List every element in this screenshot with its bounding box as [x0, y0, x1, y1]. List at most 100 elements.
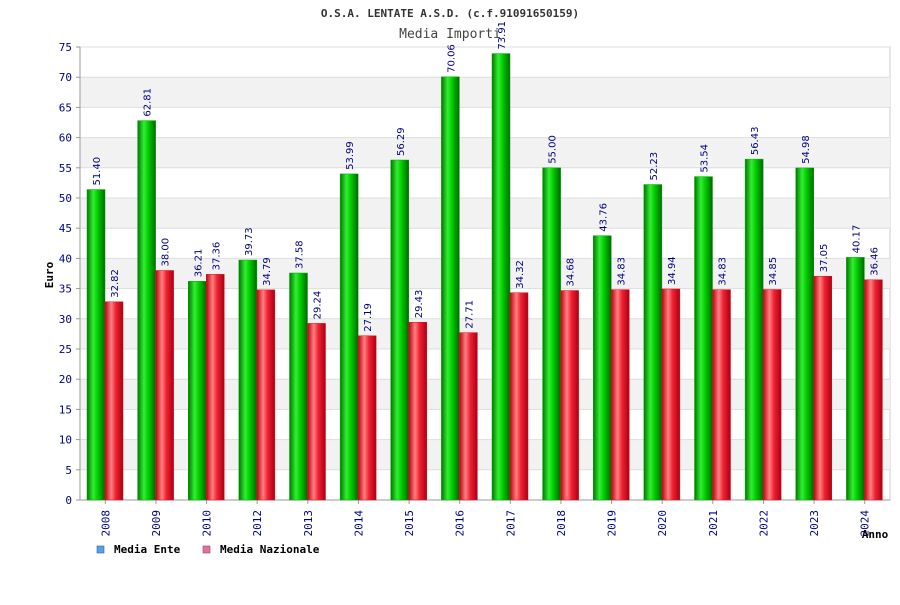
x-tick-label: 2019: [606, 510, 619, 537]
value-label-media-nazionale-2014: 27.19: [363, 303, 374, 332]
bar-media-ente-2010: [188, 281, 207, 501]
value-label-media-ente-2008: 51.40: [92, 157, 103, 186]
bar-media-nazionale-2018: [560, 290, 579, 501]
value-label-media-nazionale-2015: 29.43: [414, 290, 425, 319]
value-label-media-nazionale-2020: 34.94: [667, 256, 678, 285]
y-tick-label: 45: [59, 222, 72, 235]
value-label-media-nazionale-2009: 38.00: [161, 238, 172, 267]
bar-media-nazionale-2010: [206, 274, 225, 501]
y-axis-label: Euro: [43, 261, 56, 288]
value-label-media-ente-2013: 37.58: [295, 240, 306, 269]
bar-media-ente-2015: [390, 159, 409, 501]
bar-media-nazionale-2012: [256, 289, 276, 501]
y-tick-label: 0: [65, 494, 72, 507]
x-tick-label: 2012: [251, 510, 264, 537]
y-tick-label: 10: [59, 434, 72, 447]
chart-title: O.S.A. LENTATE A.S.D. (c.f.91091650159): [321, 7, 579, 20]
bar-media-nazionale-2013: [307, 323, 326, 501]
value-label-media-nazionale-2022: 34.85: [768, 257, 779, 286]
bar-media-nazionale-2015: [408, 321, 427, 501]
value-label-media-nazionale-2024: 36.46: [869, 247, 880, 276]
value-label-media-ente-2015: 56.29: [396, 127, 407, 156]
bar-media-nazionale-2020: [661, 288, 681, 501]
x-tick-label: 2013: [302, 510, 315, 537]
value-label-media-nazionale-2019: 34.83: [616, 257, 627, 286]
y-tick-label: 35: [59, 283, 72, 296]
grid-band: [80, 77, 890, 108]
x-axis-label: Anno: [862, 528, 889, 541]
legend-label-media-nazionale: Media Nazionale: [220, 543, 320, 556]
x-tick-label: 2014: [352, 510, 365, 537]
x-tick-label: 2023: [808, 510, 821, 537]
x-tick-label: 2010: [201, 510, 214, 537]
value-label-media-ente-2016: 70.06: [446, 44, 457, 73]
value-label-media-nazionale-2017: 34.32: [515, 260, 526, 289]
x-tick-label: 2015: [403, 510, 416, 537]
x-tick-label: 2024: [859, 510, 872, 537]
chart-subtitle: Media Importi: [399, 27, 501, 42]
bar-media-ente-2018: [542, 167, 561, 501]
value-label-media-ente-2017: 73.91: [497, 21, 508, 50]
y-tick-label: 50: [59, 192, 72, 205]
value-label-media-nazionale-2008: 32.82: [110, 269, 121, 298]
x-tick-label: 2018: [555, 510, 568, 537]
bar-media-ente-2013: [289, 272, 308, 501]
value-label-media-ente-2021: 53.54: [700, 144, 711, 173]
y-tick-label: 20: [59, 373, 72, 386]
bar-media-ente-2023: [795, 167, 814, 501]
y-tick-label: 30: [59, 313, 72, 326]
value-label-media-ente-2022: 56.43: [750, 127, 761, 156]
grid-band: [80, 137, 890, 168]
value-label-media-ente-2019: 43.76: [598, 203, 609, 232]
bar-media-nazionale-2021: [712, 289, 731, 501]
value-label-media-ente-2012: 39.73: [244, 227, 255, 256]
value-label-media-nazionale-2013: 29.24: [313, 291, 324, 320]
x-tick-label: 2021: [707, 510, 720, 537]
bar-media-nazionale-2008: [104, 301, 124, 501]
value-label-media-ente-2023: 54.98: [801, 135, 812, 164]
value-label-media-ente-2018: 55.00: [548, 135, 559, 164]
bar-media-ente-2020: [643, 184, 663, 501]
bar-media-nazionale-2009: [155, 270, 174, 501]
y-tick-label: 75: [59, 41, 72, 54]
value-label-media-ente-2024: 40.17: [851, 225, 862, 254]
bar-media-ente-2021: [694, 176, 713, 501]
value-label-media-ente-2009: 62.81: [143, 88, 154, 117]
bar-media-ente-2022: [744, 158, 764, 501]
legend: Media Ente Media Nazionale: [96, 543, 320, 556]
y-tick-label: 15: [59, 403, 72, 416]
bar-media-ente-2009: [137, 120, 156, 501]
y-tick-label: 60: [59, 132, 72, 145]
bar-media-ente-2017: [491, 53, 511, 501]
legend-swatch-media-ente: [96, 545, 105, 554]
bar-media-nazionale-2014: [357, 335, 377, 501]
bar-media-nazionale-2016: [459, 332, 478, 501]
legend-swatch-media-nazionale: [202, 545, 211, 554]
y-tick-label: 40: [59, 252, 72, 265]
x-tick-label: 2016: [454, 510, 467, 537]
x-tick-label: 2020: [656, 510, 669, 537]
bar-media-ente-2019: [593, 235, 612, 501]
bar-media-nazionale-2022: [762, 289, 782, 501]
x-tick-label: 2009: [150, 510, 163, 537]
bar-media-ente-2012: [238, 259, 258, 501]
y-tick-label: 55: [59, 162, 72, 175]
y-tick-label: 5: [65, 464, 72, 477]
x-tick-label: 2017: [504, 510, 517, 537]
y-tick-label: 70: [59, 71, 72, 84]
x-tick-label: 2022: [757, 510, 770, 537]
value-label-media-nazionale-2012: 34.79: [262, 257, 273, 286]
bar-media-ente-2016: [441, 76, 460, 501]
value-label-media-nazionale-2016: 27.71: [464, 300, 475, 329]
bar-media-ente-2008: [86, 189, 106, 501]
y-tick-label: 65: [59, 101, 72, 114]
y-tick-label: 25: [59, 343, 72, 356]
bar-media-ente-2024: [846, 257, 865, 501]
value-label-media-nazionale-2021: 34.83: [718, 257, 729, 286]
bar-media-ente-2014: [339, 173, 359, 501]
value-label-media-nazionale-2023: 37.05: [819, 244, 830, 273]
legend-label-media-ente: Media Ente: [114, 543, 181, 556]
bar-media-nazionale-2017: [509, 292, 529, 501]
